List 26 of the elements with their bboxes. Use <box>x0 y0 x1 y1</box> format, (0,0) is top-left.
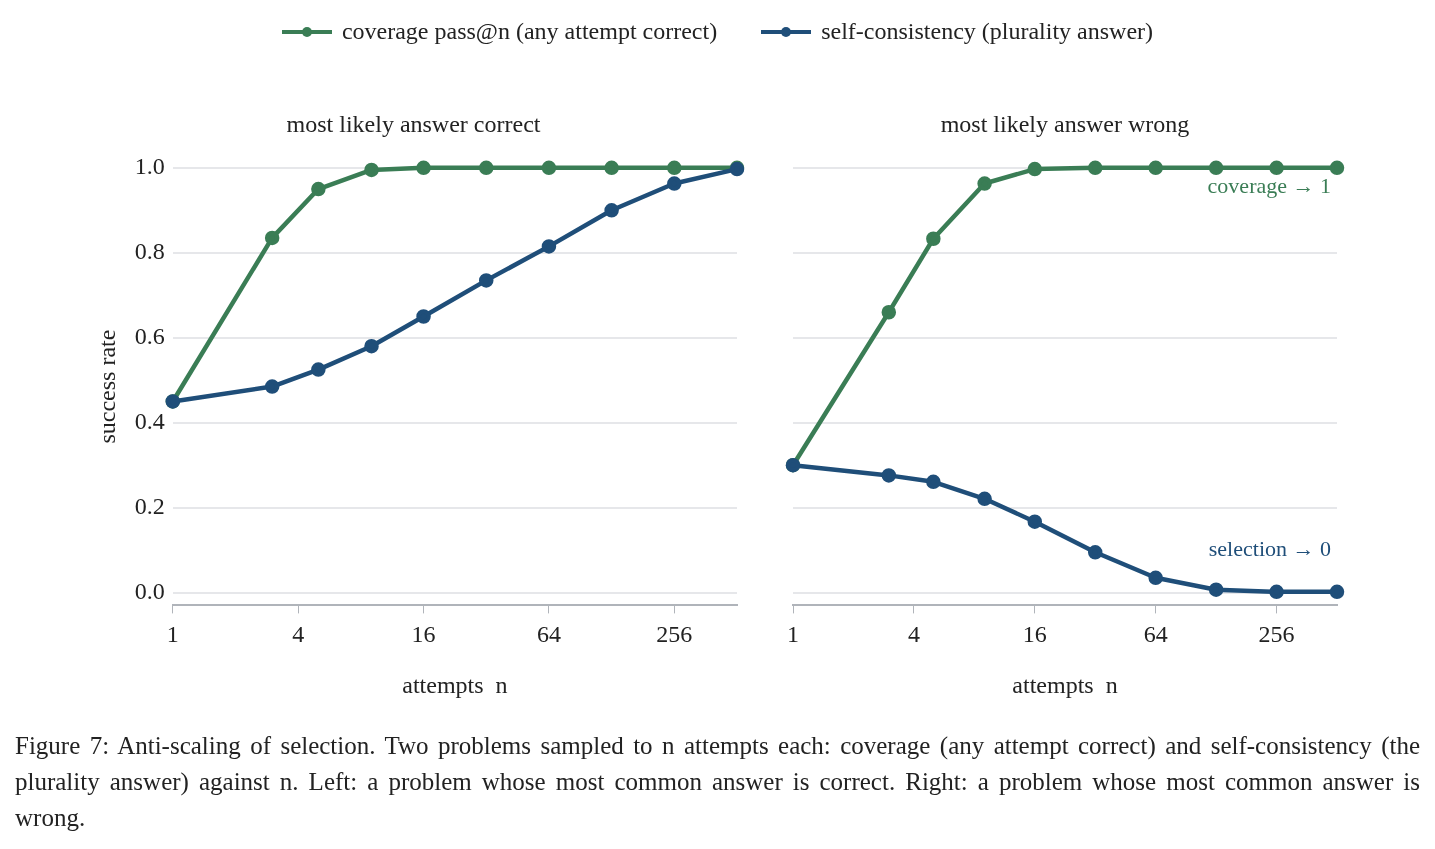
x-tick-label: 16 <box>1022 621 1047 648</box>
caption: Figure 7: Anti-scaling of selection. Two problems sampled to n attempts each: coverage (any attempt correct) and self-consistency (the plurality answer) against n. Left: a problem whose most common answer is correct. Right: a problem whose most common answer is wrong. <box>15 731 1420 833</box>
annotation: coverage → 1 <box>1207 173 1331 199</box>
x-tick-label: 256 <box>656 621 693 648</box>
y-tick-label: 0.8 <box>134 238 165 265</box>
y-tick-label: 0.0 <box>134 577 165 604</box>
x-tick-label: 4 <box>907 621 920 648</box>
legend-label: self-consistency (plurality answer) <box>821 18 1154 45</box>
x-tick-label: 64 <box>536 621 561 648</box>
x-tick-label: 256 <box>1258 621 1295 648</box>
x-axis-title: attempts n <box>402 671 508 698</box>
y-tick-label: 1.0 <box>134 153 165 180</box>
x-tick-label: 1 <box>166 621 179 648</box>
annotation: selection → 0 <box>1208 536 1331 562</box>
chart-title: most likely answer wrong <box>940 110 1190 137</box>
legend-label: coverage pass@n (any attempt correct) <box>341 18 718 45</box>
y-tick-label: 0.4 <box>134 408 165 435</box>
chart-title: most likely answer correct <box>286 110 541 137</box>
y-tick-label: 0.2 <box>134 492 165 519</box>
x-tick-label: 4 <box>292 621 305 648</box>
y-tick-label: 0.6 <box>134 323 165 350</box>
x-tick-label: 16 <box>411 621 436 648</box>
x-tick-label: 64 <box>1143 621 1168 648</box>
x-tick-label: 1 <box>787 621 799 648</box>
y-axis-title: success rate <box>93 329 120 444</box>
x-axis-title: attempts n <box>1012 671 1118 698</box>
